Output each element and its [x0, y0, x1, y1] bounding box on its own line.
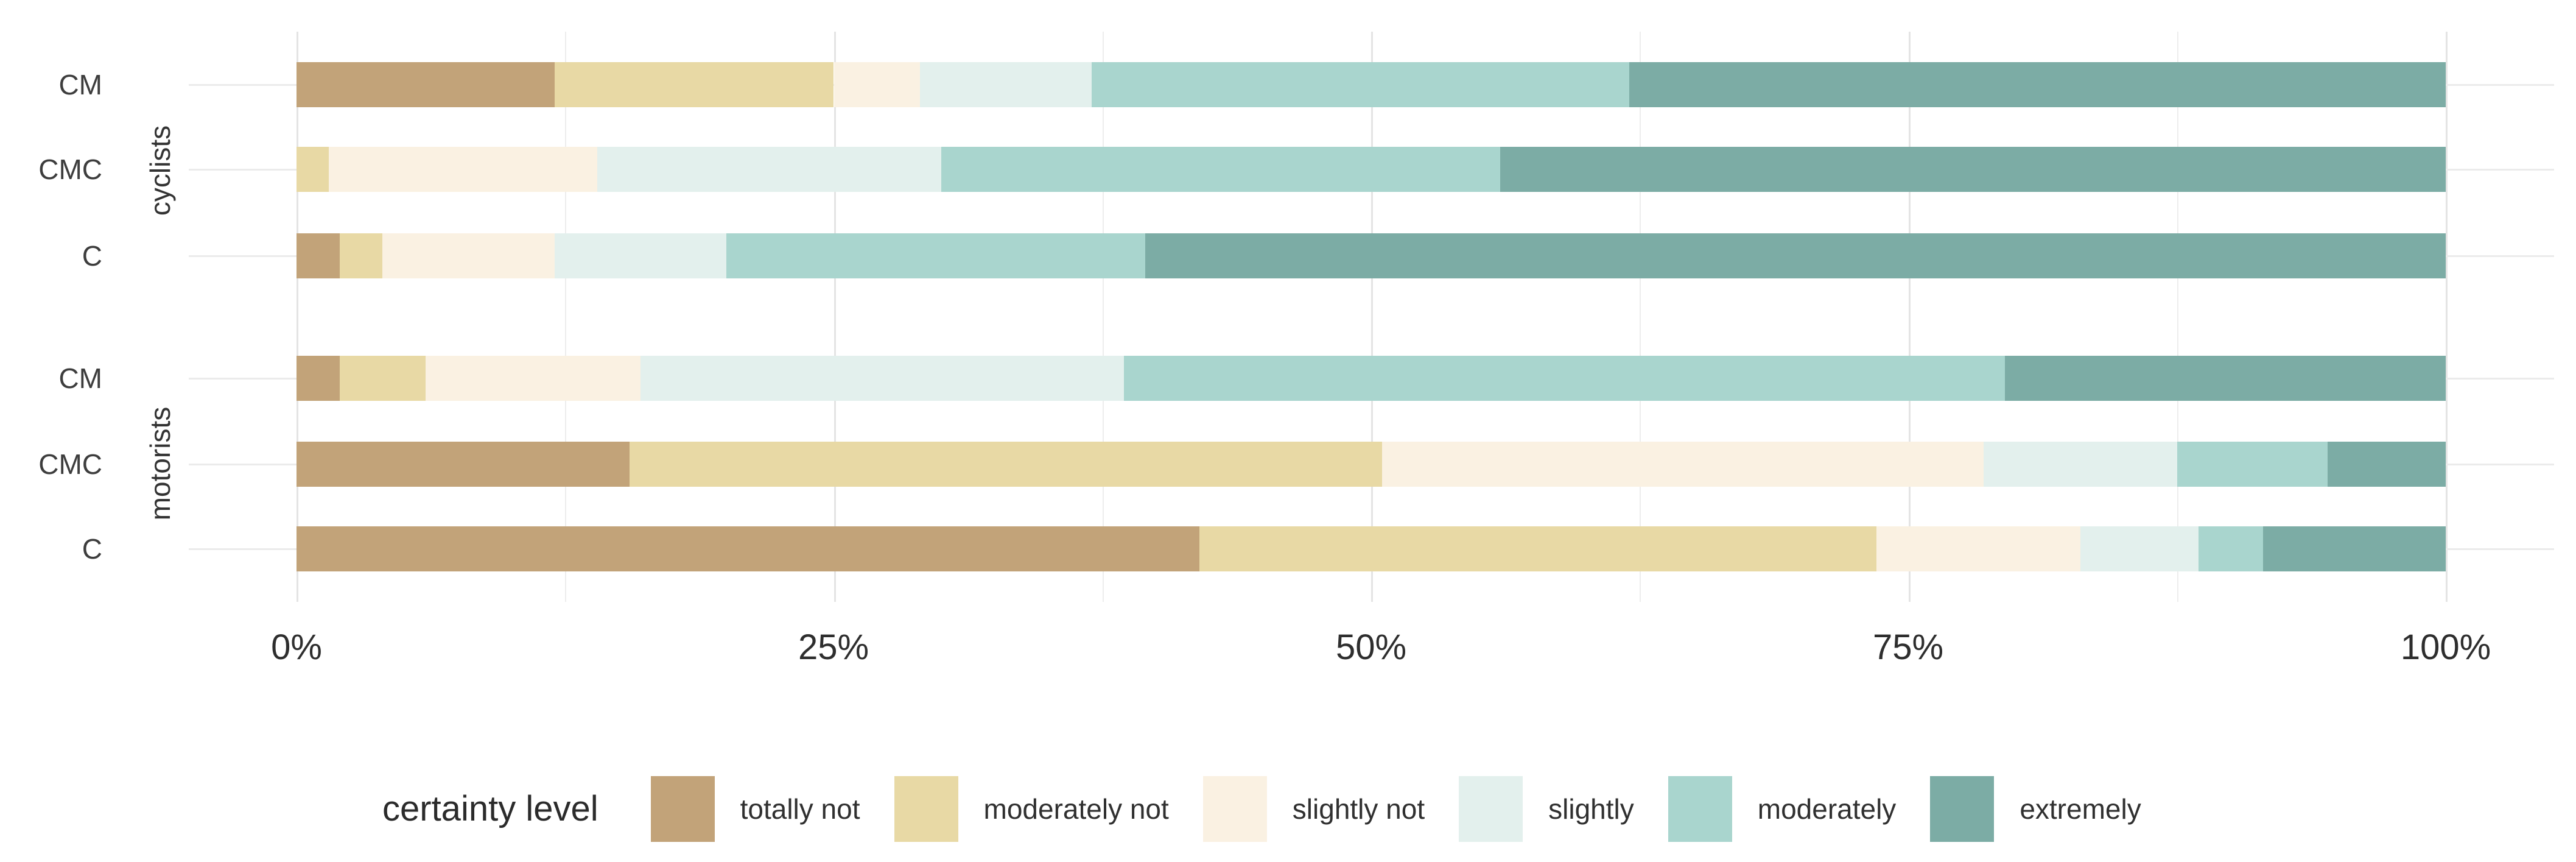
legend-item-slightly: slightly: [1459, 776, 1634, 842]
row-label-cyclists-cmc: CMC: [38, 154, 102, 185]
bar-segment-motorists-CMC-slightly-not: [1381, 442, 1984, 487]
legend-item-slightly-not: slightly not: [1202, 776, 1425, 842]
bar-segment-cyclists-CMC-slightly: [597, 147, 941, 192]
bar-segment-motorists-C-moderately: [2199, 526, 2263, 571]
x-tick-25: 25%: [798, 627, 869, 667]
bar-segment-cyclists-C-extremely: [1145, 233, 2446, 278]
bar-segment-motorists-CMC-moderately-not: [630, 442, 1382, 487]
bar-segment-cyclists-C-moderately-not: [339, 233, 383, 278]
gridline-vertical-minor: [2177, 32, 2178, 602]
legend-item-extremely: extremely: [1930, 776, 2141, 842]
bar-segment-cyclists-CM-moderately: [1092, 62, 1629, 107]
bar-segment-motorists-CM-extremely: [2005, 356, 2446, 401]
bar-segment-motorists-CMC-moderately: [2177, 442, 2328, 487]
facet-label-cyclists: cyclists: [144, 125, 176, 216]
legend-item-moderately: moderately: [1668, 776, 1897, 842]
legend-title: certainty level: [382, 789, 598, 828]
row-label-cyclists-cm: CM: [58, 69, 102, 101]
bar-segment-cyclists-C-slightly: [554, 233, 726, 278]
gridline-vertical-major: [297, 32, 298, 602]
row-label-motorists-cm: CM: [58, 362, 102, 394]
bar-segment-cyclists-CM-slightly-not: [834, 62, 920, 107]
legend-swatch-moderately-not: [894, 776, 958, 842]
bar-segment-motorists-C-slightly-not: [1876, 526, 2080, 571]
x-tick-75: 75%: [1872, 627, 1944, 667]
bar-segment-cyclists-CM-extremely: [1629, 62, 2446, 107]
legend-swatch-slightly: [1459, 776, 1523, 842]
legend-label-slightly: slightly: [1548, 793, 1634, 825]
bar-segment-cyclists-CM-moderately-not: [554, 62, 834, 107]
bar-segment-cyclists-CMC-slightly-not: [328, 147, 598, 192]
bar-segment-motorists-C-extremely: [2262, 526, 2446, 571]
legend-label-moderately: moderately: [1757, 793, 1897, 825]
legend-swatch-extremely: [1930, 776, 1995, 842]
bar-segment-motorists-CM-totally-not: [297, 356, 340, 401]
bar-segment-cyclists-C-totally-not: [297, 233, 340, 278]
legend-label-totally-not: totally not: [740, 793, 860, 825]
gridline-vertical-minor: [1640, 32, 1641, 602]
bar-segment-cyclists-CMC-moderately-not: [297, 147, 329, 192]
bar-segment-cyclists-C-moderately: [726, 233, 1146, 278]
bar-segment-motorists-CMC-extremely: [2327, 442, 2446, 487]
bar-segment-motorists-CM-moderately: [1124, 356, 2006, 401]
legend-item-totally-not: totally not: [650, 776, 860, 842]
bar-segment-cyclists-C-slightly-not: [382, 233, 555, 278]
bar-segment-motorists-C-totally-not: [297, 526, 1199, 571]
gridline-vertical-major: [1908, 32, 1911, 602]
bar-segment-cyclists-CMC-extremely: [1500, 147, 2446, 192]
bar-segment-cyclists-CM-totally-not: [297, 62, 555, 107]
legend: certainty level totally not moderately n…: [382, 772, 2141, 846]
legend-item-moderately-not: moderately not: [894, 776, 1169, 842]
legend-label-slightly-not: slightly not: [1292, 793, 1425, 825]
x-tick-0: 0%: [271, 627, 322, 667]
bar-segment-motorists-C-moderately-not: [1199, 526, 1876, 571]
legend-swatch-totally-not: [650, 776, 715, 842]
bar-segment-motorists-CMC-totally-not: [297, 442, 630, 487]
bar-segment-cyclists-CM-slightly: [919, 62, 1092, 107]
bar-segment-cyclists-CMC-moderately: [941, 147, 1500, 192]
bar-segment-motorists-CM-slightly-not: [425, 356, 640, 401]
bar-segment-motorists-CM-slightly: [640, 356, 1125, 401]
legend-swatch-slightly-not: [1202, 776, 1267, 842]
bar-segment-motorists-CM-moderately-not: [339, 356, 426, 401]
gridline-vertical-major: [2446, 32, 2448, 602]
gridline-vertical-minor: [1102, 32, 1104, 602]
gridline-vertical-major: [1371, 32, 1373, 602]
bar-segment-motorists-C-slightly: [2080, 526, 2199, 571]
legend-label-moderately-not: moderately not: [983, 793, 1169, 825]
facet-label-motorists: motorists: [144, 406, 176, 521]
x-tick-50: 50%: [1335, 627, 1407, 667]
gridline-vertical-major: [834, 32, 836, 602]
row-label-cyclists-c: C: [82, 240, 102, 272]
legend-swatch-moderately: [1668, 776, 1732, 842]
gridline-vertical-minor: [565, 32, 567, 602]
x-tick-100: 100%: [2400, 627, 2491, 667]
row-label-motorists-cmc: CMC: [38, 448, 102, 480]
legend-label-extremely: extremely: [2020, 793, 2141, 825]
bar-segment-motorists-CMC-slightly: [1984, 442, 2177, 487]
row-label-motorists-c: C: [82, 533, 102, 565]
